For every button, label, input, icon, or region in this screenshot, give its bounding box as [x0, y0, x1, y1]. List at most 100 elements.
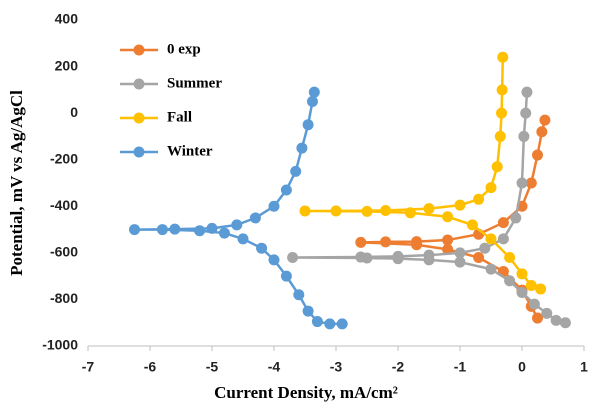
data-point — [156, 224, 168, 236]
data-point — [287, 252, 299, 264]
y-tick-label: -200 — [50, 150, 78, 166]
data-point — [169, 223, 181, 235]
data-point — [311, 316, 323, 328]
x-tick-label: 0 — [518, 359, 526, 375]
legend-label: Fall — [167, 109, 192, 125]
data-point — [479, 242, 491, 254]
y-tick-label: -1000 — [42, 337, 78, 353]
data-point — [520, 107, 532, 119]
data-point — [491, 161, 503, 173]
y-tick-label: -600 — [50, 244, 78, 260]
data-point — [466, 219, 478, 231]
data-point — [268, 200, 280, 212]
data-point — [129, 224, 140, 236]
data-point — [355, 251, 367, 263]
data-point — [290, 165, 302, 177]
data-point — [516, 177, 528, 189]
data-point — [249, 212, 261, 224]
data-point — [535, 283, 547, 295]
data-point — [454, 247, 466, 259]
data-point — [485, 182, 497, 194]
data-point — [423, 249, 435, 261]
data-point — [473, 252, 485, 264]
x-tick-label: -6 — [144, 359, 157, 375]
data-point — [497, 233, 509, 245]
data-point — [194, 225, 206, 237]
y-axis-title: Potential, mV vs Ag/AgCl — [7, 90, 26, 276]
data-point — [454, 256, 466, 268]
data-point — [516, 286, 528, 298]
data-point — [380, 236, 392, 248]
data-point — [268, 254, 280, 266]
data-point — [496, 107, 508, 119]
legend-marker — [133, 44, 145, 56]
data-point — [559, 317, 571, 329]
data-point — [496, 84, 508, 96]
data-point — [355, 236, 367, 248]
data-point — [380, 204, 392, 216]
data-point — [518, 130, 530, 142]
data-point — [539, 114, 551, 126]
data-point — [302, 305, 314, 317]
legend-label: Summer — [167, 75, 222, 91]
data-point — [525, 279, 537, 291]
y-tick-label: 400 — [55, 11, 79, 27]
legend-marker — [133, 78, 145, 90]
data-point — [442, 243, 454, 255]
data-point — [206, 222, 218, 234]
data-point — [442, 234, 454, 246]
y-tick-label: 0 — [70, 104, 78, 120]
data-point — [231, 219, 243, 231]
legend-marker — [133, 146, 145, 158]
data-point — [442, 211, 454, 223]
data-point — [218, 227, 230, 239]
data-point — [411, 236, 423, 248]
x-tick-label: -5 — [206, 359, 219, 375]
data-point — [550, 314, 562, 326]
y-tick-label: 200 — [55, 57, 79, 73]
x-tick-label: -3 — [330, 359, 343, 375]
x-tick-label: 1 — [580, 359, 588, 375]
data-point — [532, 312, 543, 324]
x-tick-label: -4 — [268, 359, 281, 375]
data-point — [485, 263, 497, 275]
data-point — [361, 205, 373, 217]
data-point — [330, 205, 342, 217]
x-tick-label: -2 — [392, 359, 405, 375]
data-point — [473, 193, 485, 205]
x-tick-label: -7 — [82, 359, 95, 375]
data-point — [336, 318, 348, 330]
data-point — [296, 142, 308, 154]
legend-label: 0 exp — [167, 41, 201, 57]
data-point — [521, 86, 533, 98]
data-point — [237, 233, 249, 245]
data-point — [454, 199, 466, 211]
data-point — [536, 126, 548, 138]
data-point — [504, 252, 516, 264]
data-point — [541, 307, 553, 319]
data-point — [293, 289, 305, 301]
legend-marker — [133, 112, 145, 124]
data-point — [528, 298, 540, 310]
data-point — [516, 268, 528, 280]
data-point — [280, 270, 292, 282]
x-tick-label: -1 — [454, 359, 467, 375]
data-point — [485, 233, 497, 245]
legend-label: Winter — [167, 143, 213, 159]
data-point — [497, 51, 509, 63]
x-axis-title: Current Density, mA/cm² — [214, 383, 398, 402]
data-point — [404, 207, 416, 219]
data-point — [510, 212, 522, 224]
data-point — [280, 184, 292, 196]
data-point — [256, 242, 268, 254]
y-tick-label: -800 — [50, 290, 78, 306]
data-point — [299, 205, 311, 217]
data-point — [494, 130, 506, 142]
data-point — [324, 318, 336, 330]
data-point — [306, 96, 318, 107]
data-point — [497, 217, 509, 229]
data-point — [504, 275, 516, 287]
data-point — [532, 149, 543, 161]
